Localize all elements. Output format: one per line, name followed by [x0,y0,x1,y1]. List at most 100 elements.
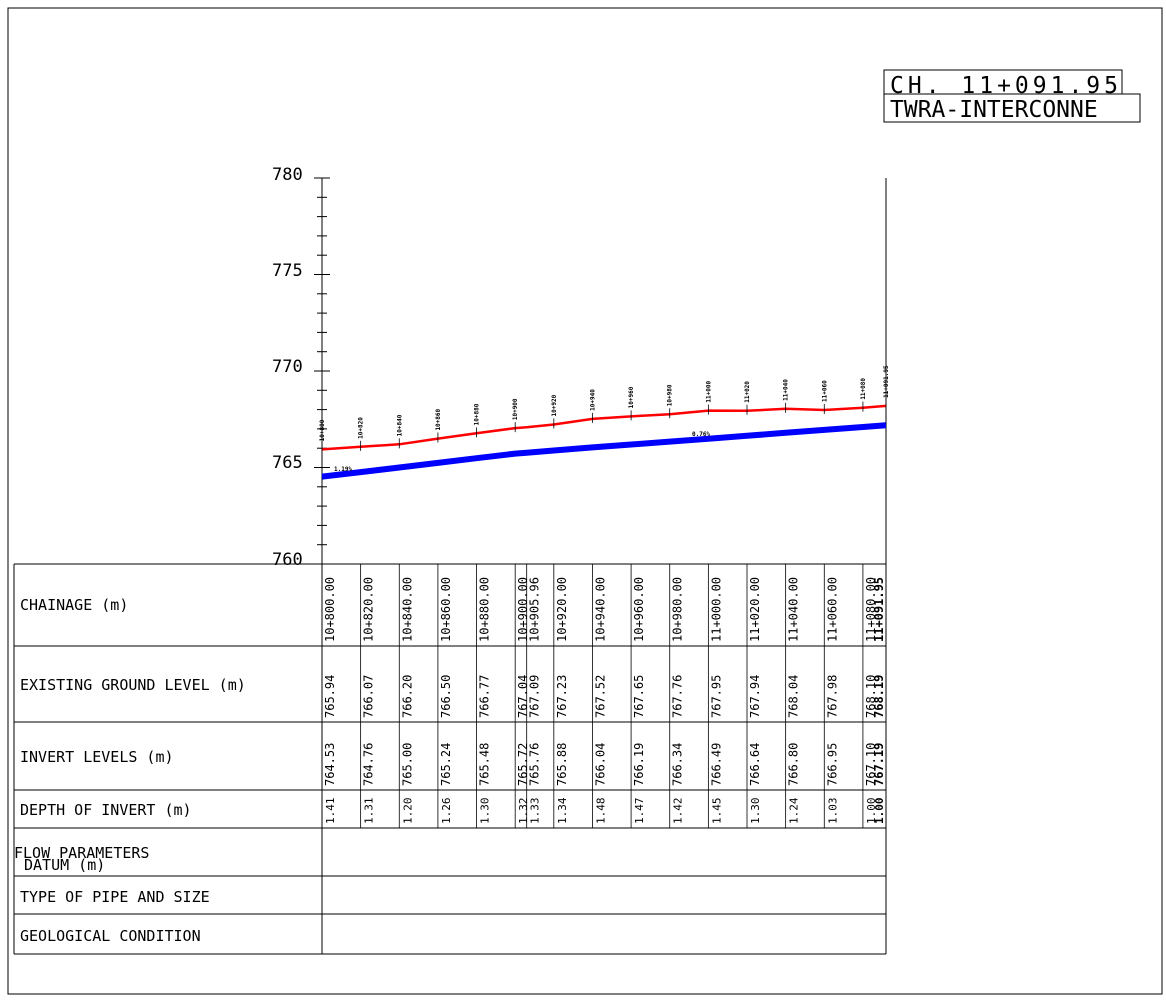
table-cell-value: 10+860.00 [439,577,453,642]
table-cell-value: 10+940.00 [593,577,607,642]
table-cell-value: 10+880.00 [478,577,492,642]
y-tick-label: 780 [272,165,303,185]
table-cell-value: 1.24 [788,797,801,824]
profile-chainage-label: 11+040 [783,379,790,401]
profile-chainage-marks: 10+800 10+820 10+840 10+860 10+880 10+900 10+9… [319,365,890,454]
y-tick-label: 775 [272,261,303,281]
table-cell-value: 1.00 [873,798,886,825]
table-cell-value: 768.10 [864,675,878,718]
profile-chainage-label: 10+980 [667,384,674,406]
table-cell-value: 1.45 [710,798,723,825]
table-cell-value: 766.07 [362,675,376,718]
table-cell-value: 11+060.00 [825,577,839,642]
table-cell-value: 765.24 [439,743,453,786]
table-cell-value: 766.19 [632,743,646,786]
table-cell-value: 766.34 [671,743,685,786]
row-label-chainage: CHAINAGE (m) [20,596,128,614]
invert-line [321,422,887,480]
table-cell-value: 1.20 [401,798,414,825]
table-cell-value: 1.31 [363,798,376,825]
profile-chainage-label: 10+840 [396,414,403,436]
table-cell-value: 1.03 [826,798,839,825]
table-cell-value: 767.94 [748,675,762,718]
row-label-geology: GEOLOGICAL CONDITION [20,927,201,945]
table-cell-value: 764.76 [362,743,376,786]
table-cell-value: 765.00 [400,743,414,786]
table-cell-value: 11+000.00 [709,577,723,642]
table-cell-value: 764.53 [323,743,337,786]
table-cell-value: 765.48 [478,743,492,786]
table-cell-value: 767.10 [864,743,878,786]
table-cell-value: 1.32 [517,798,530,825]
table-cell-value: 766.04 [593,743,607,786]
table-cell-value: 766.50 [439,675,453,718]
table-cell-value: 766.64 [748,743,762,786]
table-cell-value: 766.77 [478,675,492,718]
table-cell-value: 765.72 [516,743,530,786]
table-cell-value: 1.30 [749,798,762,825]
table-cell-value: 1.48 [594,798,607,825]
profile-chainage-label: 10+860 [435,408,442,430]
table-cell-value: 11+040.00 [787,577,801,642]
table-cell-value: 767.04 [516,675,530,718]
table-cell-value: 10+820.00 [362,577,376,642]
table-cell-value: 10+800.00 [323,577,337,642]
slope-label-1: 1.19% [334,466,352,473]
title-project-label: TWRA-INTERCONNE [890,97,1098,123]
table-cell-value: 767.98 [825,675,839,718]
profile-chainage-label: 10+800 [319,419,326,441]
sheet-border [7,7,1163,995]
existing-ground-line [321,404,887,451]
table-cell-value: 767.52 [593,675,607,718]
table-cell-value: 766.49 [709,743,723,786]
row-label-datum: DATUM (m) [24,856,105,874]
table-cell-value: 767.95 [709,675,723,718]
table-cell-value: 10+840.00 [400,577,414,642]
table-cell-value: 10+920.00 [555,577,569,642]
table-cell-value: 10+960.00 [632,577,646,642]
profile-chainage-label: 11+020 [744,381,751,403]
table-cell-value: 767.65 [632,675,646,718]
profile-chainage-label: 10+940 [589,389,596,411]
row-label-depth: DEPTH OF INVERT (m) [20,801,192,819]
table-cell-value: 11+091.95 [872,577,886,642]
profile-chainage-label: 11+000 [705,381,712,403]
table-cell-value: 765.76 [528,743,542,786]
profile-table-grid [13,563,887,955]
profile-table: CHAINAGE (m) EXISTING GROUND LEVEL (m) I… [14,577,886,945]
table-cell-value: 1.00 [865,798,878,825]
table-cell-value: 767.76 [671,675,685,718]
y-tick-label: 760 [272,550,303,570]
y-tick-label: 765 [272,453,303,473]
table-cell-value: 767.23 [555,675,569,718]
profile-chainage-label: 10+880 [474,403,481,425]
table-cell-value: 1.41 [324,798,337,825]
profile-chainage-label: 10+920 [551,394,558,416]
level-axis-labels: 780 775 770 765 760 [272,165,303,570]
table-cell-value: 10+980.00 [671,577,685,642]
table-cell-value: 766.80 [787,743,801,786]
table-cell-value: 767.09 [528,675,542,718]
table-cell-value: 765.94 [323,675,337,718]
table-cell-value: 765.88 [555,743,569,786]
profile-chainage-label: 11+091.95 [883,365,890,398]
table-cell-value: 1.26 [440,798,453,825]
row-label-invert-levels: INVERT LEVELS (m) [20,748,174,766]
level-axis-ticks [314,177,330,565]
profile-chainage-label: 11+060 [821,380,828,402]
table-cell-value: 1.34 [556,797,569,824]
profile-chainage-label: 10+820 [358,417,365,439]
table-cell-value: 10+905.96 [528,577,542,642]
row-label-pipe-type: TYPE OF PIPE AND SIZE [20,888,210,906]
table-cell-value: 10+900.00 [516,577,530,642]
table-cell-value: 11+020.00 [748,577,762,642]
profile-chainage-label: 11+080 [860,378,867,400]
table-cell-value: 11+080.00 [864,577,878,642]
y-tick-label: 770 [272,357,303,377]
profile-chainage-label: 10+960 [628,386,635,408]
table-cell-value: 768.19 [872,675,886,718]
table-cell-value: 1.42 [672,798,685,825]
row-label-ground-level: EXISTING GROUND LEVEL (m) [20,676,246,694]
